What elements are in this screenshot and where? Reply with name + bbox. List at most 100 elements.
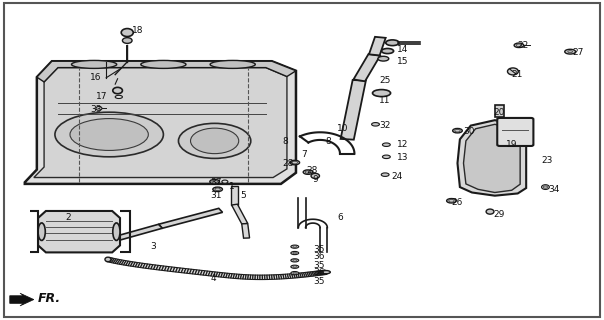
Polygon shape: [294, 273, 297, 278]
Polygon shape: [243, 275, 246, 279]
Ellipse shape: [446, 198, 456, 203]
Polygon shape: [265, 275, 268, 280]
Polygon shape: [135, 262, 140, 267]
Polygon shape: [242, 224, 249, 238]
Text: 18: 18: [132, 26, 144, 35]
Polygon shape: [158, 208, 222, 228]
Polygon shape: [146, 264, 150, 268]
Ellipse shape: [371, 123, 379, 126]
Text: FR.: FR.: [38, 292, 61, 305]
Polygon shape: [231, 204, 248, 224]
Polygon shape: [106, 257, 111, 262]
Polygon shape: [309, 272, 312, 276]
Polygon shape: [190, 269, 194, 274]
Ellipse shape: [113, 87, 123, 94]
Ellipse shape: [105, 257, 111, 262]
Polygon shape: [228, 274, 232, 278]
Ellipse shape: [291, 259, 299, 262]
Ellipse shape: [311, 173, 320, 179]
Polygon shape: [25, 61, 296, 184]
Text: 11: 11: [379, 96, 391, 105]
Text: 13: 13: [397, 153, 409, 162]
Polygon shape: [289, 274, 293, 278]
Text: 36: 36: [313, 268, 324, 277]
Text: 14: 14: [397, 44, 408, 54]
Text: 31: 31: [210, 191, 222, 200]
Polygon shape: [248, 275, 251, 279]
Ellipse shape: [382, 143, 390, 147]
Text: 29: 29: [493, 210, 505, 219]
Text: 7: 7: [301, 150, 307, 159]
Polygon shape: [124, 261, 128, 265]
Polygon shape: [170, 267, 175, 272]
Polygon shape: [269, 275, 272, 279]
Polygon shape: [283, 274, 286, 279]
Polygon shape: [306, 272, 309, 277]
Polygon shape: [173, 267, 178, 272]
Polygon shape: [221, 273, 225, 277]
Polygon shape: [320, 270, 323, 275]
Text: 34: 34: [548, 185, 559, 194]
Polygon shape: [211, 272, 215, 276]
Text: 35: 35: [313, 261, 324, 270]
Text: 2: 2: [66, 213, 71, 222]
Polygon shape: [203, 271, 208, 276]
Polygon shape: [238, 274, 242, 279]
Polygon shape: [298, 273, 301, 277]
Polygon shape: [255, 275, 258, 280]
Polygon shape: [302, 273, 305, 277]
Ellipse shape: [141, 60, 186, 68]
Ellipse shape: [115, 95, 123, 99]
Polygon shape: [245, 275, 248, 279]
Text: 27: 27: [572, 48, 583, 57]
Ellipse shape: [178, 123, 251, 158]
Ellipse shape: [291, 245, 299, 248]
Ellipse shape: [486, 209, 494, 214]
Ellipse shape: [322, 270, 330, 274]
Polygon shape: [108, 258, 113, 262]
Polygon shape: [240, 275, 244, 279]
Text: 26: 26: [451, 197, 463, 206]
Text: 37: 37: [210, 179, 222, 188]
Text: 28: 28: [283, 159, 294, 168]
Polygon shape: [37, 61, 296, 82]
Text: 8: 8: [283, 137, 289, 146]
Polygon shape: [148, 264, 153, 269]
Polygon shape: [195, 270, 199, 275]
FancyBboxPatch shape: [495, 105, 504, 117]
Ellipse shape: [382, 49, 394, 53]
Ellipse shape: [290, 160, 300, 165]
Polygon shape: [126, 261, 130, 266]
Text: 17: 17: [96, 92, 108, 101]
Ellipse shape: [386, 40, 399, 46]
Polygon shape: [272, 275, 275, 279]
Text: 6: 6: [337, 213, 342, 222]
Text: 35: 35: [313, 245, 324, 254]
Polygon shape: [138, 263, 143, 268]
Polygon shape: [231, 274, 234, 278]
Text: 8: 8: [325, 137, 330, 146]
Polygon shape: [267, 275, 270, 279]
Polygon shape: [250, 275, 253, 279]
Ellipse shape: [210, 60, 255, 68]
Polygon shape: [322, 270, 325, 275]
Ellipse shape: [123, 38, 132, 44]
Polygon shape: [288, 274, 291, 278]
Ellipse shape: [303, 170, 313, 174]
Polygon shape: [300, 273, 303, 277]
Text: 36: 36: [313, 252, 324, 261]
Polygon shape: [321, 270, 324, 275]
Text: 15: 15: [397, 57, 409, 66]
Polygon shape: [133, 262, 138, 267]
Polygon shape: [310, 272, 314, 276]
Polygon shape: [176, 268, 181, 272]
Ellipse shape: [291, 271, 299, 275]
Polygon shape: [167, 267, 172, 271]
Ellipse shape: [514, 43, 524, 48]
Polygon shape: [111, 259, 117, 263]
Polygon shape: [457, 120, 526, 196]
Polygon shape: [216, 272, 220, 277]
Polygon shape: [369, 37, 386, 55]
Polygon shape: [128, 261, 133, 266]
Polygon shape: [159, 266, 164, 270]
